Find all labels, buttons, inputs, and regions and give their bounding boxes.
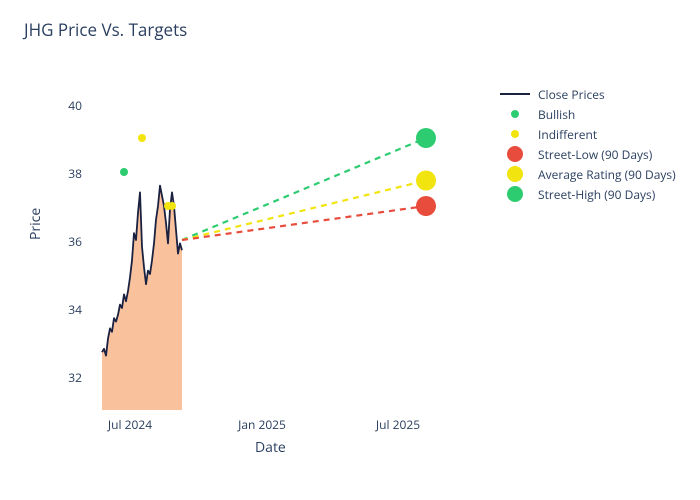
- legend-label: Street-High (90 Days): [538, 186, 655, 203]
- legend-dot-swatch: [507, 186, 523, 202]
- indifferent-marker: [168, 202, 176, 210]
- x-tick: Jul 2025: [376, 416, 420, 433]
- y-axis-label: Price: [26, 208, 45, 240]
- legend-dot-swatch: [507, 166, 523, 182]
- bullish-marker: [120, 168, 128, 176]
- legend-item: Bullish: [500, 104, 676, 124]
- y-tick: 32: [52, 369, 82, 386]
- legend-item: Close Prices: [500, 84, 676, 104]
- legend-dot-swatch: [507, 146, 523, 162]
- chart-container: JHG Price Vs. Targets Price Date 32 34 36 3…: [0, 0, 700, 500]
- x-tick: Jan 2025: [238, 416, 286, 433]
- legend: Close Prices Bullish Indifferent Street-Low…: [500, 84, 676, 204]
- y-tick: 38: [52, 165, 82, 182]
- target-marker-avg: [416, 171, 436, 191]
- legend-item: Average Rating (90 Days): [500, 164, 676, 184]
- legend-dot-swatch: [511, 110, 519, 118]
- plot-area: [86, 70, 486, 410]
- legend-label: Close Prices: [538, 86, 605, 103]
- legend-dot-swatch: [511, 130, 519, 138]
- target-marker-high: [416, 128, 436, 148]
- x-axis-label: Date: [255, 438, 286, 457]
- y-tick: 36: [52, 233, 82, 250]
- plot-svg: [86, 70, 486, 410]
- legend-line-swatch: [500, 93, 530, 95]
- legend-item: Indifferent: [500, 124, 676, 144]
- legend-label: Bullish: [538, 106, 575, 123]
- legend-item: Street-High (90 Days): [500, 184, 676, 204]
- legend-label: Street-Low (90 Days): [538, 146, 652, 163]
- legend-item: Street-Low (90 Days): [500, 144, 676, 164]
- legend-label: Indifferent: [538, 126, 597, 143]
- x-tick: Jul 2024: [108, 416, 152, 433]
- indifferent-marker: [138, 134, 146, 142]
- chart-title: JHG Price Vs. Targets: [24, 18, 187, 41]
- legend-label: Average Rating (90 Days): [538, 166, 676, 183]
- y-tick: 40: [52, 97, 82, 114]
- y-tick: 34: [52, 301, 82, 318]
- target-marker-low: [416, 196, 436, 216]
